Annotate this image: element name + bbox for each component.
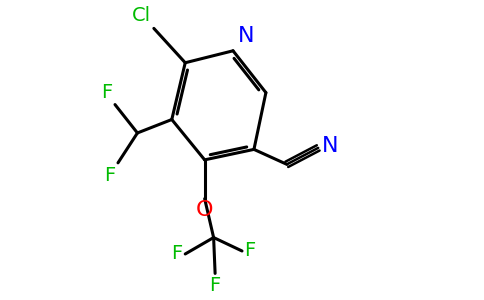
Text: F: F bbox=[244, 242, 256, 260]
Text: N: N bbox=[322, 136, 338, 156]
Text: F: F bbox=[105, 166, 116, 185]
Text: N: N bbox=[238, 26, 254, 46]
Text: Cl: Cl bbox=[132, 6, 151, 26]
Text: F: F bbox=[101, 82, 113, 102]
Text: F: F bbox=[210, 276, 221, 295]
Text: O: O bbox=[196, 200, 213, 220]
Text: F: F bbox=[172, 244, 183, 263]
